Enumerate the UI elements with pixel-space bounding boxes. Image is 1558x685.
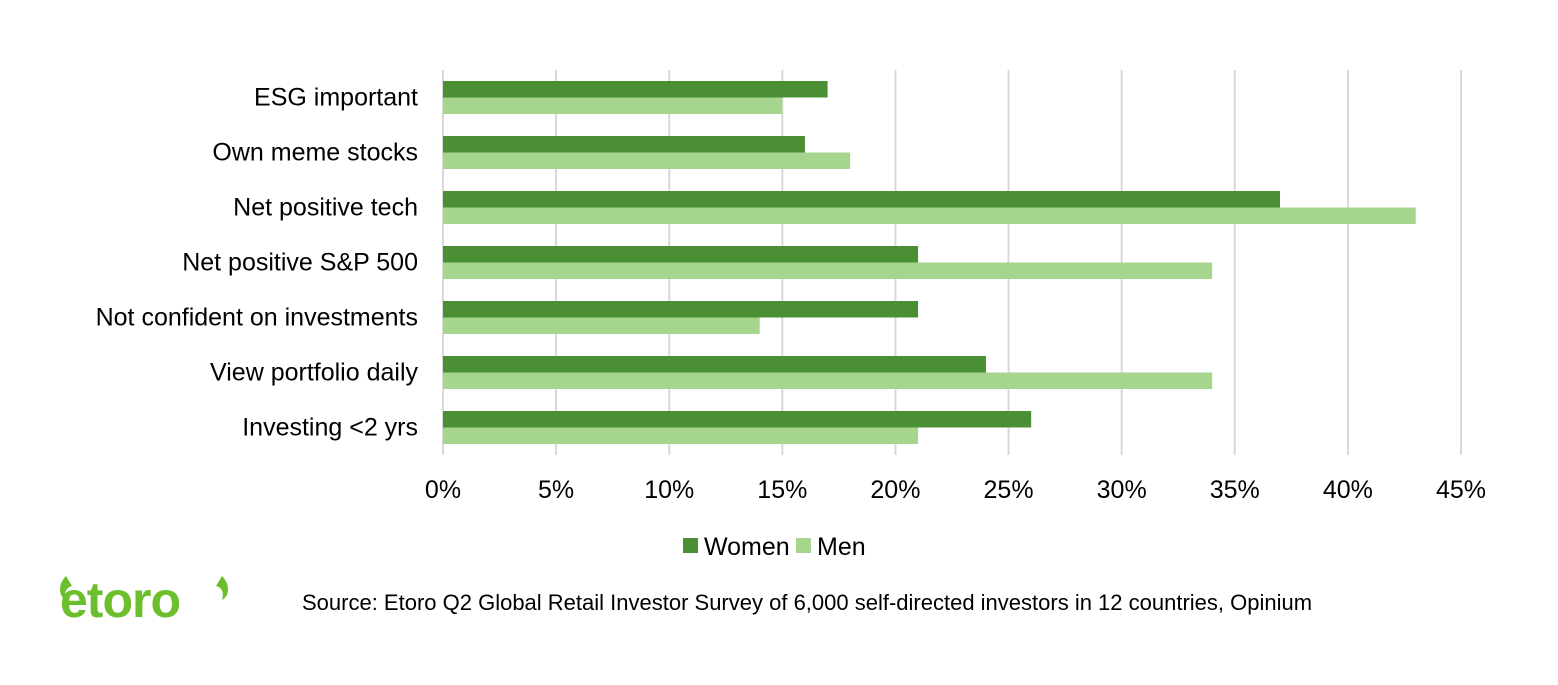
bar-men-not-confident-on-investments	[443, 317, 760, 334]
legend-label-men: Men	[817, 533, 866, 561]
x-tick-label: 35%	[1210, 476, 1260, 504]
category-label: Net positive S&P 500	[182, 249, 418, 277]
bar-women-investing-2-yrs	[443, 411, 1032, 428]
legend-label-women: Women	[704, 533, 790, 561]
legend-swatch-women	[683, 538, 698, 553]
source-note: Source: Etoro Q2 Global Retail Investor …	[302, 590, 1313, 615]
x-tick-label: 10%	[644, 476, 694, 504]
category-label: Investing <2 yrs	[242, 414, 418, 442]
bar-women-own-meme-stocks	[443, 136, 805, 153]
category-label: Not confident on investments	[96, 304, 418, 332]
x-tick-label: 5%	[538, 476, 574, 504]
category-label: ESG important	[254, 84, 418, 112]
bar-women-net-positive-tech	[443, 191, 1281, 208]
bull-horns-icon	[60, 576, 228, 600]
x-tick-label: 30%	[1097, 476, 1147, 504]
bar-men-own-meme-stocks	[443, 152, 851, 169]
x-tick-label: 25%	[984, 476, 1034, 504]
bar-men-net-positive-s-p-500	[443, 262, 1213, 279]
category-label: Net positive tech	[233, 194, 418, 222]
bar-men-view-portfolio-daily	[443, 372, 1213, 389]
x-tick-label: 0%	[425, 476, 461, 504]
category-label: View portfolio daily	[210, 359, 418, 387]
etoro-logo: etoro	[52, 570, 237, 632]
x-tick-label: 20%	[870, 476, 920, 504]
bar-men-investing-2-yrs	[443, 427, 919, 444]
legend-swatch-men	[796, 538, 811, 553]
logo-wordmark: etoro	[60, 572, 181, 628]
bar-women-esg-important	[443, 81, 828, 98]
bar-men-esg-important	[443, 97, 783, 114]
bar-women-view-portfolio-daily	[443, 356, 986, 373]
x-tick-label: 45%	[1436, 476, 1486, 504]
bar-men-net-positive-tech	[443, 207, 1416, 224]
bar-women-net-positive-s-p-500	[443, 246, 919, 263]
x-tick-label: 15%	[757, 476, 807, 504]
category-label: Own meme stocks	[212, 139, 418, 167]
bar-women-not-confident-on-investments	[443, 301, 919, 318]
x-tick-label: 40%	[1323, 476, 1373, 504]
